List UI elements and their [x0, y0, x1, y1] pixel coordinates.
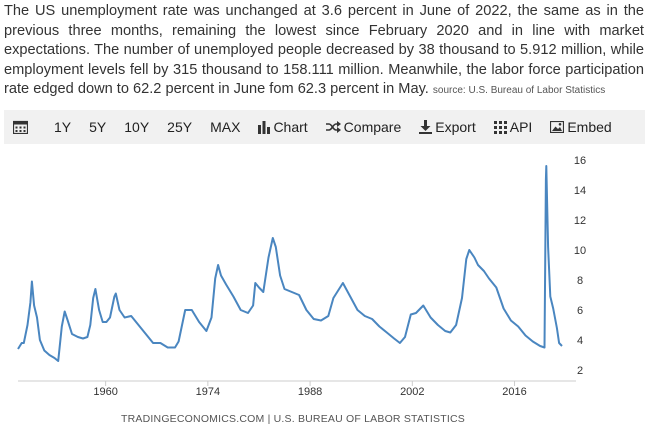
- x-tick-label: 2016: [502, 386, 526, 398]
- y-tick-label: 10: [574, 245, 586, 257]
- range-10y-button[interactable]: 10Y: [124, 119, 150, 135]
- chart-svg: 1960 1974 1988 2002 2016 2 4 6 8 10 12 14 16 TRADINGE…: [17, 155, 586, 425]
- unemployment-rate-line: [17, 165, 563, 362]
- api-button[interactable]: API: [485, 110, 542, 144]
- x-tick-label: 1974: [196, 386, 220, 398]
- export-button[interactable]: Export: [410, 110, 484, 144]
- range-25y-button[interactable]: 25Y: [167, 119, 193, 135]
- y-tick-label: 6: [577, 305, 583, 317]
- y-tick-label: 12: [574, 215, 586, 227]
- download-icon: [419, 120, 433, 134]
- x-tick-label: 1960: [93, 386, 117, 398]
- x-tick-label: 1988: [298, 386, 322, 398]
- y-tick-label: 16: [574, 155, 586, 167]
- export-label: Export: [435, 119, 476, 135]
- embed-label: Embed: [567, 119, 612, 135]
- y-tick-label: 8: [577, 275, 583, 287]
- chart-toolbar: 1Y 5Y 10Y 25Y MAX Chart Compare Export A…: [4, 110, 645, 144]
- embed-button[interactable]: Embed: [541, 110, 620, 144]
- summary-text: The US unemployment rate was unchanged a…: [4, 3, 644, 98]
- unemployment-chart: 1960 1974 1988 2002 2016 2 4 6 8 10 12 14 16 TRADINGE…: [4, 148, 645, 436]
- source-note: source: U.S. Bureau of Labor Statistics: [432, 85, 606, 97]
- api-label: API: [509, 119, 533, 135]
- range-max-button[interactable]: MAX: [210, 119, 241, 135]
- calendar-icon: [13, 120, 28, 134]
- compare-button[interactable]: Compare: [317, 110, 411, 144]
- compare-label: Compare: [343, 119, 402, 135]
- bar-chart-icon: [258, 120, 271, 134]
- chart-type-button[interactable]: Chart: [249, 110, 316, 144]
- summary-paragraph: The US unemployment rate was unchanged a…: [4, 2, 644, 101]
- chart-label: Chart: [273, 119, 308, 135]
- grid-icon: [493, 120, 507, 134]
- shuffle-icon: [325, 121, 341, 133]
- range-5y-button[interactable]: 5Y: [89, 119, 107, 135]
- y-tick-label: 14: [574, 185, 586, 197]
- x-tick-label: 2002: [400, 386, 424, 398]
- range-1y-button[interactable]: 1Y: [54, 119, 72, 135]
- y-tick-label: 2: [577, 365, 583, 377]
- y-tick-label: 4: [577, 335, 583, 347]
- chart-credit: TRADINGECONOMICS.COM | U.S. BUREAU OF LA…: [121, 413, 465, 425]
- image-icon: [550, 121, 565, 133]
- calendar-button[interactable]: [4, 110, 40, 144]
